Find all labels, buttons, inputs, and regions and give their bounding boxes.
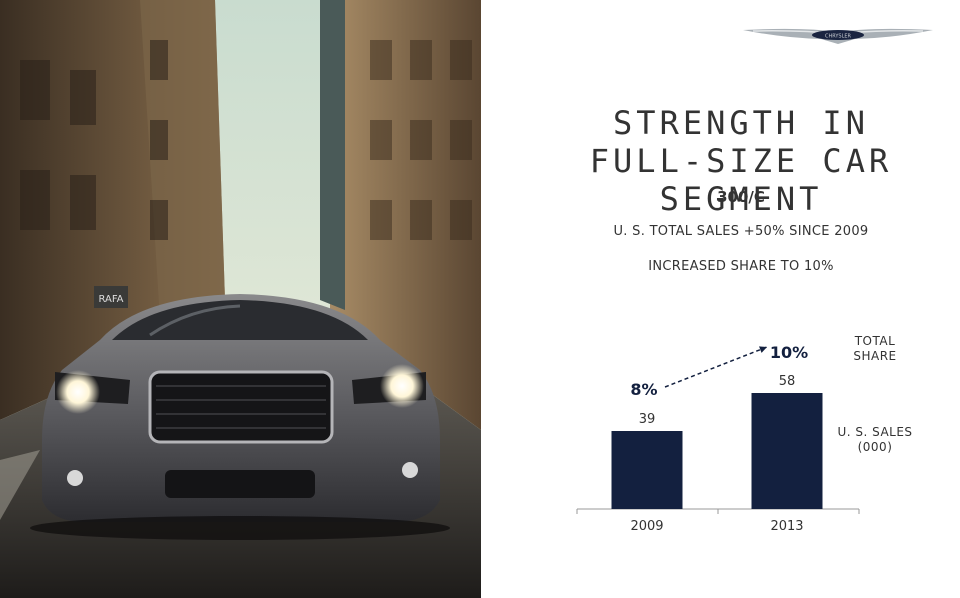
share-legend-line-2: SHARE <box>853 349 897 363</box>
x-tick-label-2009: 2009 <box>630 519 663 534</box>
fact-share-increase: INCREASED SHARE TO 10% <box>648 259 834 274</box>
logo-text: CHRYSLER <box>825 34 852 40</box>
bar-value-label-2013: 58 <box>779 374 796 389</box>
model-name: 300/C <box>717 188 765 206</box>
car-photo: RAFA <box>0 0 481 598</box>
bar-value-label-2009: 39 <box>639 412 656 427</box>
share-label-2013: 10% <box>770 343 808 362</box>
page-title: STRENGTH IN FULL-SIZE CAR SEGMENT <box>521 104 960 218</box>
content-panel: CHRYSLER STRENGTH IN FULL-SIZE CAR SEGME… <box>481 0 960 598</box>
title-line-2: FULL-SIZE CAR SEGMENT <box>589 142 893 218</box>
car-street-image: RAFA <box>0 0 481 598</box>
sales-legend-line-2: (000) <box>857 440 893 454</box>
bar-2013 <box>751 393 823 509</box>
fact-sales-growth: U. S. TOTAL SALES +50% SINCE 2009 <box>613 224 869 239</box>
share-legend-line-1: TOTAL <box>854 334 896 348</box>
share-trend-arrowhead <box>759 346 767 353</box>
share-legend: TOTAL SHARE <box>839 334 911 364</box>
chrysler-wings-logo: CHRYSLER <box>743 28 933 44</box>
sales-legend: U. S. SALES (000) <box>833 425 917 455</box>
sales-bar-chart: 39 2009 58 2013 8% 10% <box>576 343 860 534</box>
x-tick-label-2013: 2013 <box>770 519 803 534</box>
title-line-1: STRENGTH IN <box>613 104 869 142</box>
bar-2009 <box>611 431 683 509</box>
shop-sign: RAFA <box>98 294 123 305</box>
share-label-2009: 8% <box>630 380 657 399</box>
sales-legend-line-1: U. S. SALES <box>837 425 913 439</box>
share-trend-arrow <box>664 346 768 388</box>
